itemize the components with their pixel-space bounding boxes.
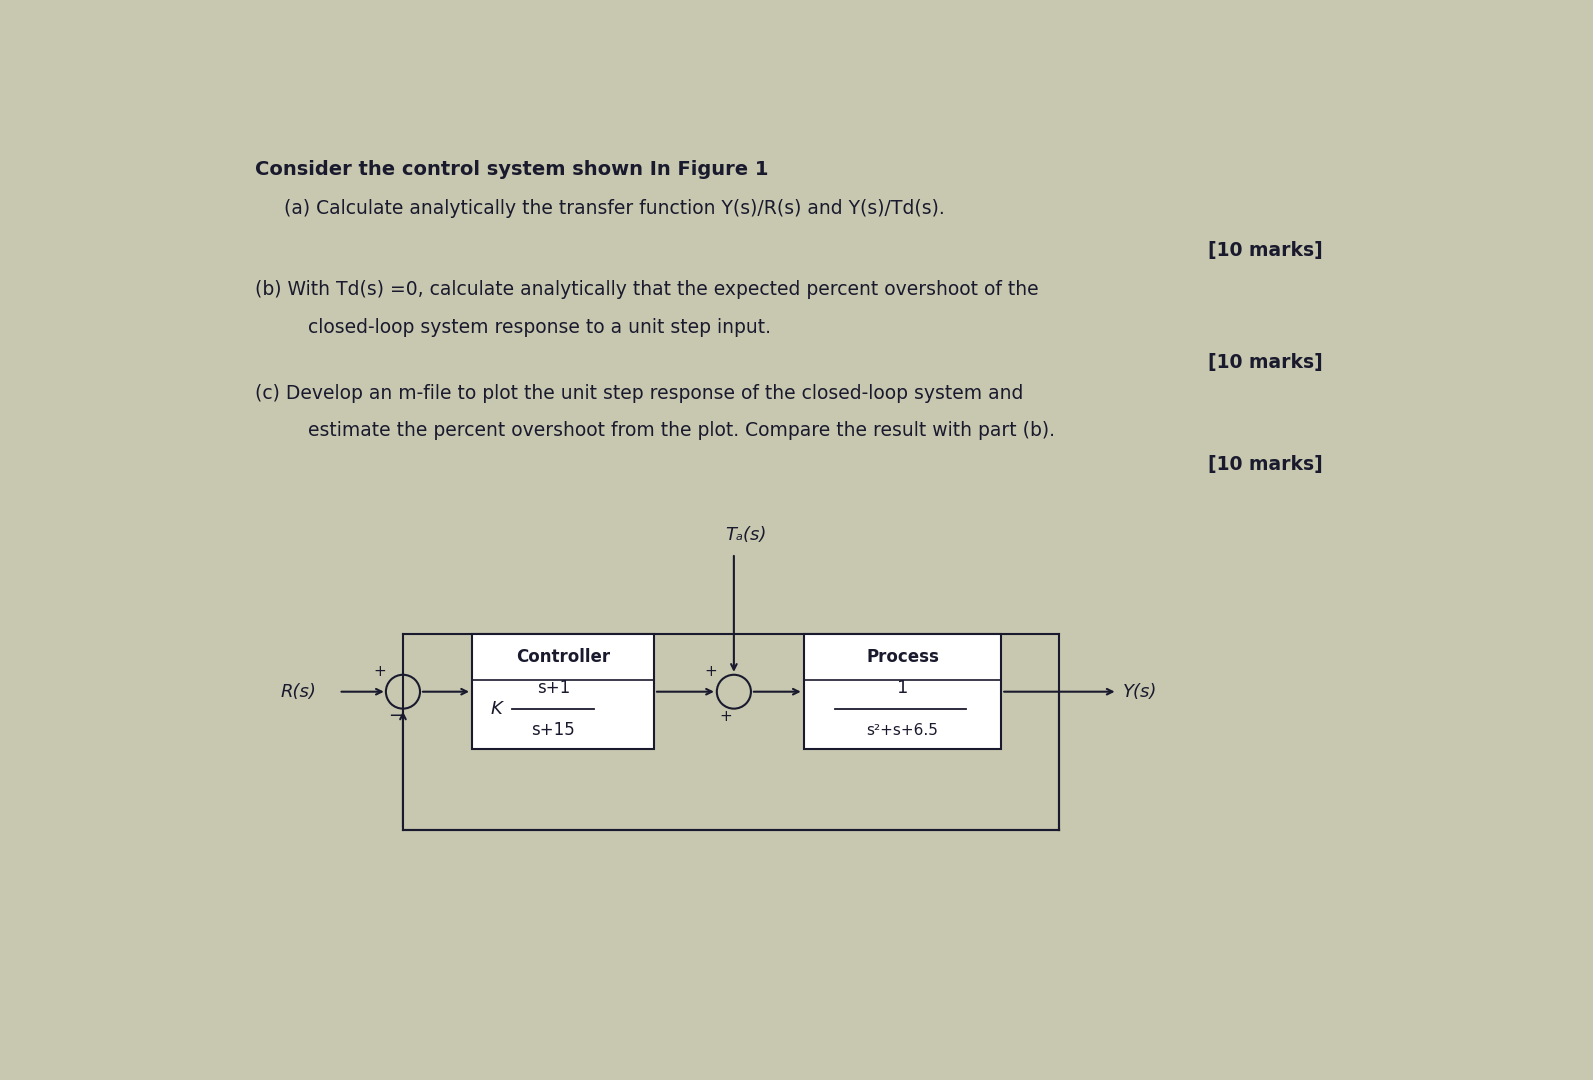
Text: Tₐ(s): Tₐ(s) [725, 526, 766, 544]
Text: R(s): R(s) [280, 683, 317, 701]
Text: K: K [491, 700, 503, 717]
Bar [472, 634, 655, 750]
Text: Controller: Controller [516, 648, 610, 666]
Text: [10 marks]: [10 marks] [1207, 241, 1322, 260]
Text: +: + [704, 664, 717, 679]
Text: +: + [373, 664, 386, 679]
Text: s+15: s+15 [532, 721, 575, 739]
Text: Process: Process [867, 648, 938, 666]
Text: (c) Develop an m-file to plot the unit step response of the closed-loop system a: (c) Develop an m-file to plot the unit s… [255, 383, 1023, 403]
Text: +: + [720, 708, 733, 724]
Text: estimate the percent overshoot from the plot. Compare the result with part (b).: estimate the percent overshoot from the … [285, 421, 1056, 440]
Text: −: − [387, 707, 403, 726]
Text: Consider the control system shown In Figure 1: Consider the control system shown In Fig… [255, 161, 768, 179]
Text: s+1: s+1 [537, 679, 570, 697]
Bar [803, 634, 1002, 750]
Text: (a) Calculate analytically the transfer function Y(s)/R(s) and Y(s)/Td(s).: (a) Calculate analytically the transfer … [285, 199, 945, 218]
Text: Y(s): Y(s) [1123, 683, 1157, 701]
Text: (b) With Td(s) =0, calculate analytically that the expected percent overshoot of: (b) With Td(s) =0, calculate analyticall… [255, 280, 1039, 299]
Text: closed-loop system response to a unit step input.: closed-loop system response to a unit st… [285, 319, 771, 337]
Text: 1: 1 [897, 679, 908, 697]
Text: [10 marks]: [10 marks] [1207, 353, 1322, 372]
Text: s²+s+6.5: s²+s+6.5 [867, 723, 938, 738]
Text: [10 marks]: [10 marks] [1207, 455, 1322, 473]
